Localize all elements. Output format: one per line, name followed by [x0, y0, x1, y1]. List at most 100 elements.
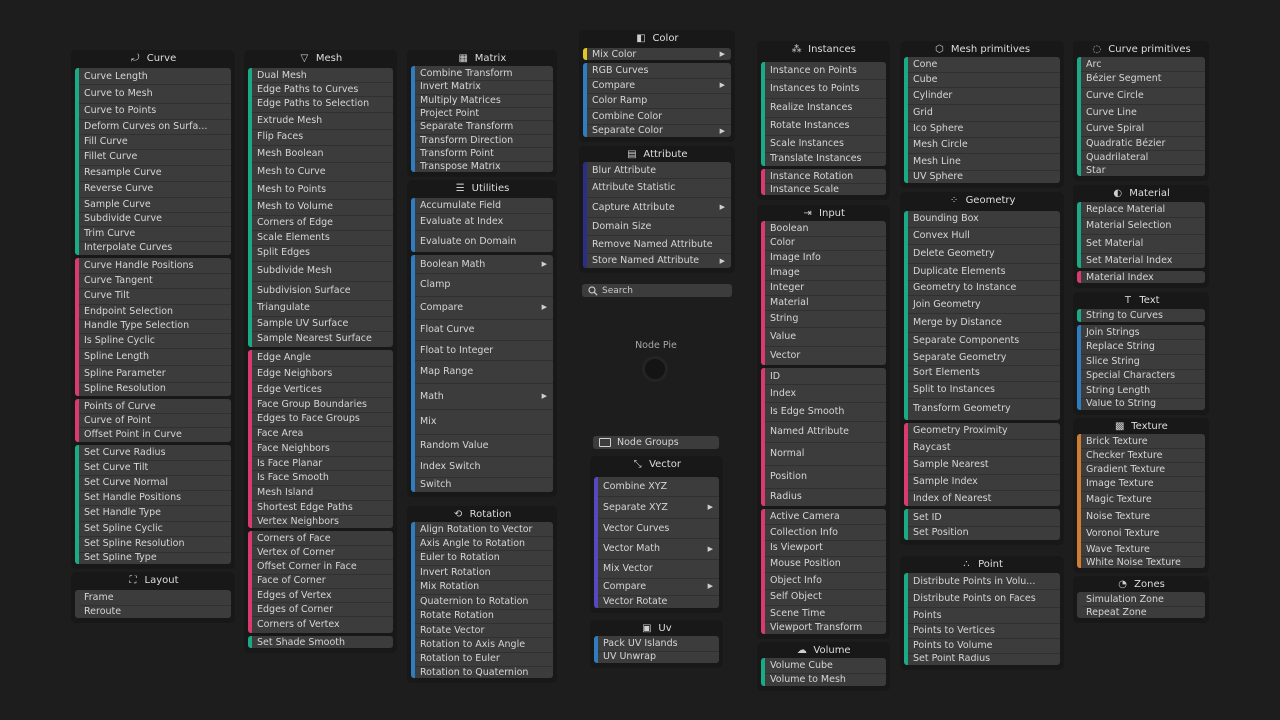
menu-item-boolean-math[interactable]: Boolean Math ▶	[411, 255, 553, 273]
menu-item-fill-curve[interactable]: Fill Curve	[75, 133, 231, 149]
menu-item-wave-texture[interactable]: Wave Texture	[1077, 542, 1205, 556]
menu-item-mesh-to-points[interactable]: Mesh to Points	[248, 180, 393, 199]
menu-item-face-group-boundaries[interactable]: Face Group Boundaries	[248, 396, 393, 412]
menu-item-object-info[interactable]: Object Info	[761, 571, 886, 589]
menu-item-image[interactable]: Image	[761, 264, 886, 280]
menu-item-replace-material[interactable]: Replace Material	[1077, 202, 1205, 217]
menu-item-curve-tangent[interactable]: Curve Tangent	[75, 272, 231, 288]
menu-item-instances-to-points[interactable]: Instances to Points	[761, 78, 886, 98]
menu-item-vector-curves[interactable]: Vector Curves	[594, 518, 719, 538]
menu-item-replace-string[interactable]: Replace String	[1077, 339, 1205, 354]
menu-item-remove-named-attribute[interactable]: Remove Named Attribute	[583, 235, 731, 253]
menu-item-float-curve[interactable]: Float Curve	[411, 318, 553, 340]
menu-item-shortest-edge-paths[interactable]: Shortest Edge Paths	[248, 499, 393, 515]
menu-item-volume-to-mesh[interactable]: Volume to Mesh	[761, 673, 886, 686]
menu-item-transpose-matrix[interactable]: Transpose Matrix	[411, 160, 553, 172]
menu-item-curve-spiral[interactable]: Curve Spiral	[1077, 121, 1205, 136]
menu-item-index-of-nearest[interactable]: Index of Nearest	[904, 490, 1060, 506]
menu-item-instance-rotation[interactable]: Instance Rotation	[761, 169, 886, 183]
menu-item-cylinder[interactable]: Cylinder	[904, 87, 1060, 104]
menu-item-join-geometry[interactable]: Join Geometry	[904, 295, 1060, 313]
menu-item-capture-attribute[interactable]: Capture Attribute ▶	[583, 197, 731, 217]
menu-item-curve-line[interactable]: Curve Line	[1077, 104, 1205, 121]
menu-item-edge-vertices[interactable]: Edge Vertices	[248, 381, 393, 397]
menu-item-set-handle-positions[interactable]: Set Handle Positions	[75, 490, 231, 505]
menu-item-simulation-zone[interactable]: Simulation Zone	[1077, 592, 1205, 606]
menu-item-set-curve-normal[interactable]: Set Curve Normal	[75, 475, 231, 490]
menu-item-domain-size[interactable]: Domain Size	[583, 217, 731, 235]
menu-item-sample-curve[interactable]: Sample Curve	[75, 196, 231, 212]
menu-item-volume-cube[interactable]: Volume Cube	[761, 658, 886, 673]
menu-item-arc[interactable]: Arc	[1077, 57, 1205, 71]
menu-item-edge-angle[interactable]: Edge Angle	[248, 350, 393, 366]
menu-item-merge-by-distance[interactable]: Merge by Distance	[904, 313, 1060, 332]
menu-item-separate-color[interactable]: Separate Color ▶	[583, 124, 731, 137]
menu-item-set-spline-cyclic[interactable]: Set Spline Cyclic	[75, 520, 231, 536]
menu-item-brick-texture[interactable]: Brick Texture	[1077, 434, 1205, 448]
menu-item-accumulate-field[interactable]: Accumulate Field	[411, 198, 553, 213]
menu-item-mesh-boolean[interactable]: Mesh Boolean	[248, 144, 393, 162]
menu-item-evaluate-at-index[interactable]: Evaluate at Index	[411, 213, 553, 230]
menu-item-scale-elements[interactable]: Scale Elements	[248, 229, 393, 245]
menu-item-mouse-position[interactable]: Mouse Position	[761, 555, 886, 572]
menu-item-rotation-to-axis-angle[interactable]: Rotation to Axis Angle	[411, 637, 553, 652]
menu-item-string-length[interactable]: String Length	[1077, 383, 1205, 398]
menu-item-join-strings[interactable]: Join Strings	[1077, 325, 1205, 339]
menu-item-spline-parameter[interactable]: Spline Parameter	[75, 364, 231, 382]
menu-item-subdivision-surface[interactable]: Subdivision Surface	[248, 280, 393, 300]
menu-item-integer[interactable]: Integer	[761, 279, 886, 295]
menu-item-offset-corner-in-face[interactable]: Offset Corner in Face	[248, 559, 393, 574]
menu-item-material[interactable]: Material	[761, 294, 886, 310]
menu-item-mesh-circle[interactable]: Mesh Circle	[904, 136, 1060, 153]
menu-item-triangulate[interactable]: Triangulate	[248, 299, 393, 316]
menu-item-switch[interactable]: Switch	[411, 476, 553, 492]
menu-item-sample-nearest[interactable]: Sample Nearest	[904, 456, 1060, 474]
menu-item-subdivide-curve[interactable]: Subdivide Curve	[75, 211, 231, 226]
menu-item-viewport-transform[interactable]: Viewport Transform	[761, 621, 886, 634]
menu-item-reroute[interactable]: Reroute	[75, 605, 231, 618]
menu-item-pack-uv-islands[interactable]: Pack UV Islands	[594, 636, 719, 651]
menu-item-uv-unwrap[interactable]: UV Unwrap	[594, 650, 719, 663]
menu-item-set-handle-type[interactable]: Set Handle Type	[75, 505, 231, 521]
menu-item-axis-angle-to-rotation[interactable]: Axis Angle to Rotation	[411, 536, 553, 550]
menu-item-set-shade-smooth[interactable]: Set Shade Smooth	[248, 636, 393, 648]
menu-item-repeat-zone[interactable]: Repeat Zone	[1077, 606, 1205, 618]
menu-item-edges-of-vertex[interactable]: Edges of Vertex	[248, 588, 393, 602]
menu-item-voronoi-texture[interactable]: Voronoi Texture	[1077, 525, 1205, 542]
menu-item-spline-resolution[interactable]: Spline Resolution	[75, 381, 231, 396]
menu-item-convex-hull[interactable]: Convex Hull	[904, 226, 1060, 244]
menu-item-sort-elements[interactable]: Sort Elements	[904, 365, 1060, 381]
menu-item-realize-instances[interactable]: Realize Instances	[761, 97, 886, 117]
menu-item-distribute-points-on-faces[interactable]: Distribute Points on Faces	[904, 589, 1060, 607]
menu-item-value-to-string[interactable]: Value to String	[1077, 397, 1205, 410]
menu-item-b-zier-segment[interactable]: Bézier Segment	[1077, 71, 1205, 87]
menu-item-self-object[interactable]: Self Object	[761, 588, 886, 605]
menu-item-normal[interactable]: Normal	[761, 441, 886, 465]
menu-item-invert-rotation[interactable]: Invert Rotation	[411, 564, 553, 580]
menu-item-project-point[interactable]: Project Point	[411, 106, 553, 120]
menu-item-curve-handle-positions[interactable]: Curve Handle Positions	[75, 258, 231, 273]
menu-item-ico-sphere[interactable]: Ico Sphere	[904, 120, 1060, 137]
menu-item-points-to-vertices[interactable]: Points to Vertices	[904, 623, 1060, 638]
menu-item-scale-instances[interactable]: Scale Instances	[761, 134, 886, 152]
menu-item-separate-components[interactable]: Separate Components	[904, 332, 1060, 349]
menu-item-separate-transform[interactable]: Separate Transform	[411, 120, 553, 134]
menu-item-geometry-to-instance[interactable]: Geometry to Instance	[904, 279, 1060, 295]
menu-item-image-info[interactable]: Image Info	[761, 250, 886, 265]
menu-item-geometry-proximity[interactable]: Geometry Proximity	[904, 423, 1060, 439]
menu-item-index-switch[interactable]: Index Switch	[411, 456, 553, 477]
menu-item-cube[interactable]: Cube	[904, 71, 1060, 87]
menu-item-gradient-texture[interactable]: Gradient Texture	[1077, 462, 1205, 476]
menu-item-material-selection[interactable]: Material Selection	[1077, 216, 1205, 234]
menu-item-raycast[interactable]: Raycast	[904, 438, 1060, 456]
menu-item-mix-rotation[interactable]: Mix Rotation	[411, 579, 553, 594]
menu-item-edges-to-face-groups[interactable]: Edges to Face Groups	[248, 411, 393, 426]
menu-item-rgb-curves[interactable]: RGB Curves	[583, 63, 731, 78]
menu-item-combine-xyz[interactable]: Combine XYZ	[594, 477, 719, 496]
menu-item-is-viewport[interactable]: Is Viewport	[761, 540, 886, 556]
pie-center-icon[interactable]	[642, 356, 668, 382]
menu-item-attribute-statistic[interactable]: Attribute Statistic	[583, 178, 731, 197]
menu-item-is-spline-cyclic[interactable]: Is Spline Cyclic	[75, 333, 231, 348]
menu-item-duplicate-elements[interactable]: Duplicate Elements	[904, 262, 1060, 280]
menu-item-string[interactable]: String	[761, 309, 886, 327]
